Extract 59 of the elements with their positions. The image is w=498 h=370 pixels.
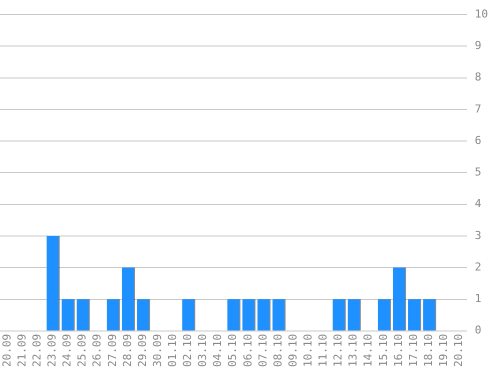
bar (122, 268, 134, 330)
bar (378, 299, 390, 330)
x-tick-label: 29.09 (136, 334, 149, 368)
x-tick-label: 06.10 (241, 334, 254, 368)
x-tick-label: 21.09 (15, 334, 28, 368)
x-tick-label: 19.10 (437, 334, 450, 368)
bar (257, 299, 270, 330)
x-tick-label: 20.09 (0, 334, 14, 368)
bar (137, 299, 150, 330)
x-tick-label: 28.09 (120, 334, 134, 368)
bar (272, 299, 285, 330)
x-tick-label: 10.10 (302, 334, 315, 368)
bar (332, 299, 345, 330)
x-tick-label: 24.09 (60, 334, 74, 368)
x-tick-label: 02.10 (181, 334, 194, 368)
x-tick-label: 09.10 (286, 334, 300, 368)
x-tick-label: 08.10 (271, 334, 284, 368)
y-tick-label: 1 (474, 292, 482, 306)
bar (348, 299, 360, 330)
bar (46, 236, 59, 330)
x-tick-label: 26.09 (90, 334, 104, 368)
bar (408, 299, 420, 330)
bar (242, 299, 254, 330)
y-tick-label: 4 (474, 197, 482, 210)
y-tick-label: 8 (474, 70, 482, 84)
bar (392, 268, 406, 330)
x-tick-label: 16.10 (392, 334, 405, 368)
x-tick-label: 04.10 (211, 334, 224, 368)
bar (76, 299, 89, 330)
x-tick-label: 03.10 (196, 334, 210, 368)
y-tick-label: 3 (474, 228, 482, 242)
y-tick-label: 9 (474, 39, 482, 52)
y-tick-label: 0 (474, 324, 482, 337)
x-tick-label: 25.09 (76, 334, 89, 368)
x-tick-label: 17.10 (406, 334, 420, 368)
bar (62, 299, 74, 330)
x-tick-label: 15.10 (376, 334, 390, 368)
y-tick-label: 2 (474, 260, 482, 274)
bar (227, 299, 240, 330)
x-tick-label: 05.10 (226, 334, 240, 368)
y-tick-label: 10 (474, 7, 488, 20)
x-tick-label: 13.10 (346, 334, 360, 368)
x-tick-label: 07.10 (256, 334, 270, 368)
x-tick-label: 23.09 (46, 334, 59, 368)
x-tick-label: 22.09 (30, 334, 44, 368)
bar (106, 299, 119, 330)
y-tick-label: 7 (474, 102, 482, 116)
x-tick-label: 14.10 (362, 334, 375, 368)
x-tick-label: 18.10 (422, 334, 435, 368)
x-tick-label: 30.09 (150, 334, 164, 368)
x-tick-label: 27.09 (106, 334, 119, 368)
x-tick-label: 12.10 (332, 334, 345, 368)
x-tick-label: 01.10 (166, 334, 180, 368)
x-tick-label: 11.10 (316, 334, 330, 368)
bar (182, 299, 194, 330)
bar (423, 299, 436, 330)
x-tick-label: 20.10 (452, 334, 466, 368)
y-tick-label: 5 (474, 166, 482, 179)
y-tick-label: 6 (474, 134, 482, 147)
